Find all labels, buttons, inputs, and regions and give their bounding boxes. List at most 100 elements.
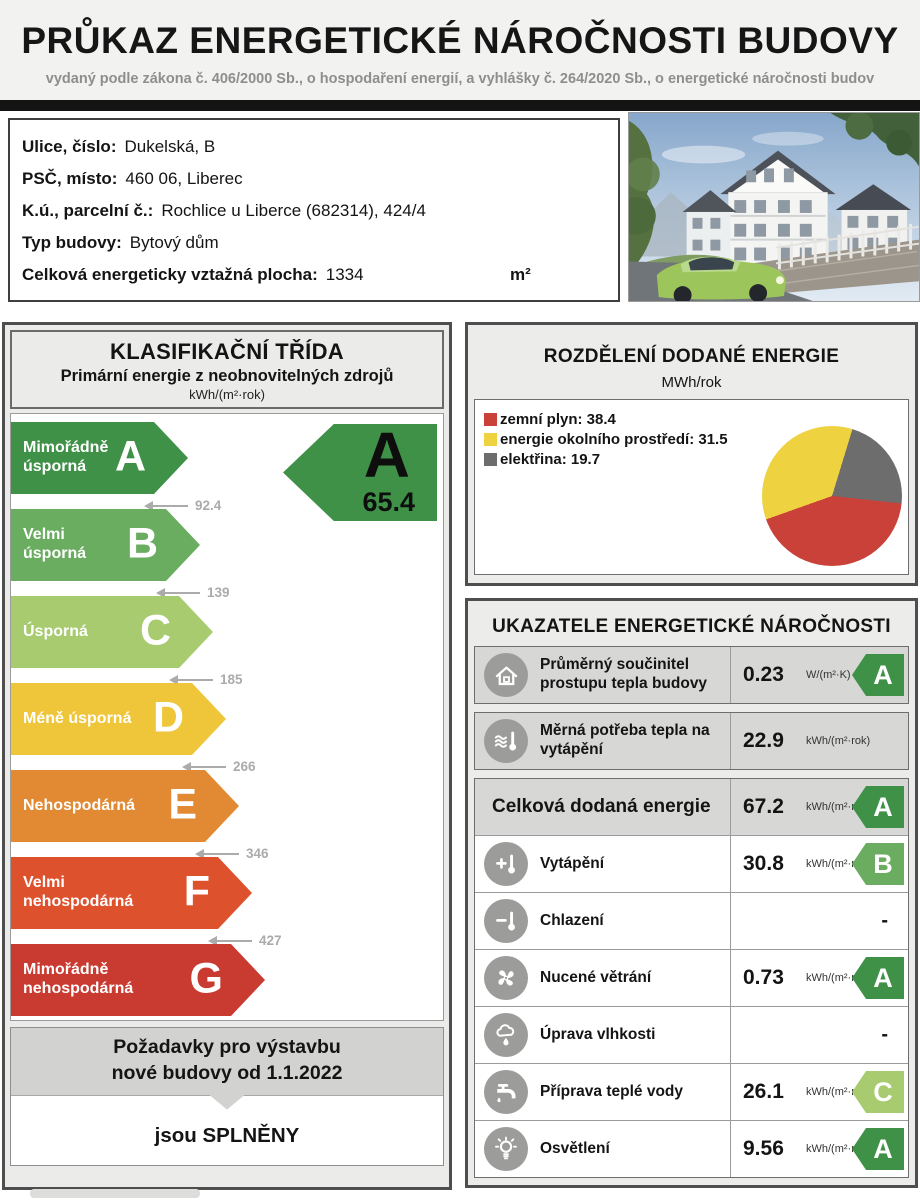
band-letter: G [189, 954, 223, 1003]
info-unit: m² [510, 265, 531, 284]
distribution-chart-box: zemní plyn: 38.4 energie okolního prostř… [474, 399, 909, 575]
band-label: Mimořádně úsporná [23, 439, 109, 475]
no-value-dash: - [881, 909, 888, 932]
classification-panel: KLASIFIKAČNÍ TŘÍDA Primární energie z ne… [2, 322, 452, 1190]
building-info-row: Ulice, číslo: Dukelská, B [22, 131, 618, 163]
thermometer-waves-icon [484, 719, 528, 763]
indicator-class-letter: A [363, 419, 410, 491]
classification-band: Úsporná C 185 [11, 596, 443, 687]
indicator-row: Příprava teplé vody 26.1 kWh/(m²·rok) C [475, 1063, 908, 1120]
page-subtitle: vydaný podle zákona č. 406/2000 Sb., o h… [45, 71, 875, 87]
band-threshold: 185 [169, 672, 243, 687]
classification-header: KLASIFIKAČNÍ TŘÍDA Primární energie z ne… [10, 330, 444, 409]
pie-legend: zemní plyn: 38.4 energie okolního prostř… [484, 411, 728, 471]
indicator-row: Průměrný součinitel prostupu tepla budov… [475, 647, 908, 703]
indicator-row: Vytápění 30.8 kWh/(m²·rok) B [475, 835, 908, 892]
info-label: Typ budovy: [22, 233, 122, 252]
band-threshold: 427 [208, 933, 282, 948]
indicators-panel: UKAZATELE ENERGETICKÉ NÁROČNOSTI Průměrn… [465, 598, 918, 1188]
band-label: Velmi nehospodárná [23, 874, 134, 910]
requirements-result: jsou SPLNĚNY [154, 1123, 300, 1147]
classification-unit: kWh/(m²·rok) [189, 387, 265, 402]
indicator-label: Průměrný součinitel prostupu tepla budov… [540, 656, 708, 692]
band-label: Mimořádně nehospodárná [23, 961, 134, 997]
class-badge: C [852, 1071, 904, 1113]
indicator-box-2: Měrná potřeba tepla na vytápění 22.9 kWh… [474, 712, 909, 770]
legend-label: zemní plyn: 38.4 [500, 411, 616, 428]
indicator-value: 0.23 [743, 663, 784, 686]
energy-distribution-panel: ROZDĚLENÍ DODANÉ ENERGIE MWh/rok zemní p… [465, 322, 918, 586]
indicator-row-left: Osvětlení [475, 1121, 731, 1177]
indicator-row-right: - [731, 1007, 908, 1063]
legend-swatch [484, 433, 497, 446]
band-threshold: 139 [156, 585, 230, 600]
indicator-label: Úprava vlhkosti [540, 1025, 656, 1043]
indicator-row: Chlazení - [475, 892, 908, 949]
threshold-value: 185 [220, 672, 243, 687]
building-info-row: Celková energeticky vztažná plocha: 1334 … [22, 259, 618, 291]
building-photo [628, 112, 920, 302]
threshold-value: 346 [246, 846, 269, 861]
band-shape: Velmi úsporná B [11, 509, 200, 581]
band-shape: Velmi nehospodárná F [11, 857, 252, 929]
header-divider-bar [0, 100, 920, 111]
indicators-title: UKAZATELE ENERGETICKÉ NÁROČNOSTI [492, 616, 891, 637]
legend-item: elektřina: 19.7 [484, 451, 728, 468]
legend-swatch [484, 453, 497, 466]
legend-item: energie okolního prostředí: 31.5 [484, 431, 728, 448]
legend-label: energie okolního prostředí: 31.5 [500, 431, 728, 448]
indicator-row-right: 9.56 kWh/(m²·rok) A [731, 1121, 908, 1177]
band-list: Mimořádně úsporná A 92.4 Velmi úsporná B 1… [11, 422, 443, 1021]
threshold-value: 139 [207, 585, 230, 600]
indicator-value: 9.56 [743, 1137, 784, 1160]
indicator-value: 22.9 [743, 729, 784, 752]
building-info-box: Ulice, číslo: Dukelská, B PSČ, místo: 460 … [8, 118, 620, 302]
class-badge: A [852, 786, 904, 828]
indicator-unit: W/(m²·K) [806, 669, 851, 681]
requirements-line1: Požadavky pro výstavbu [113, 1036, 341, 1058]
band-letter: B [126, 519, 158, 568]
band-letter: F [183, 867, 210, 916]
legend-label: elektřina: 19.7 [500, 451, 601, 468]
classification-band: Mimořádně nehospodárná G [11, 944, 443, 1021]
indicator-row-right: 67.2 kWh/(m²·rok) A [731, 779, 908, 835]
indicator-row: Nucené větrání 0.73 kWh/(m²·rok) A [475, 949, 908, 1006]
indicator-value: 67.2 [743, 795, 784, 818]
no-value-dash: - [881, 1023, 888, 1046]
indicator-row-left: Celková dodaná energie [475, 779, 731, 835]
band-threshold: 92.4 [144, 498, 222, 513]
band-threshold: 346 [195, 846, 269, 861]
indicator-row-left: Úprava vlhkosti [475, 1007, 731, 1063]
indicator-row-right: 26.1 kWh/(m²·rok) C [731, 1064, 908, 1120]
band-label: Nehospodárná [23, 796, 136, 814]
thermometer-minus-icon [484, 899, 528, 943]
indicator-value: 0.73 [743, 966, 784, 989]
threshold-arrow-icon [182, 761, 226, 772]
class-badge: B [852, 843, 904, 885]
indicator-row-left: Nucené větrání [475, 950, 731, 1006]
threshold-value: 266 [233, 759, 256, 774]
indicator-row: Celková dodaná energie 67.2 kWh/(m²·rok)… [475, 779, 908, 835]
classification-subtitle: Primární energie z neobnovitelných zdroj… [60, 367, 394, 385]
class-badge: A [852, 1128, 904, 1170]
classification-band: Mimořádně úsporná A 92.4 [11, 422, 443, 513]
band-letter: C [139, 606, 171, 655]
requirements-line2: nové budovy od 1.1.2022 [111, 1062, 343, 1085]
info-value: Bytový dům [129, 233, 219, 252]
indicator-row-left: Chlazení [475, 893, 731, 949]
threshold-arrow-icon [144, 500, 188, 511]
indicator-label: Celková dodaná energie [492, 795, 711, 817]
threshold-value: 92.4 [195, 498, 222, 513]
indicator-row-right: 0.23 W/(m²·K) A [731, 647, 908, 703]
indicator-label: Vytápění [540, 854, 605, 872]
requirements-box: Požadavky pro výstavbu nové budovy od 1.… [10, 1027, 444, 1166]
band-shape: Mimořádně úsporná A [11, 422, 188, 494]
class-badge: A [852, 654, 904, 696]
classification-scale: Mimořádně úsporná A 92.4 Velmi úsporná B 1… [10, 413, 444, 1021]
info-value: 1334 [325, 265, 364, 284]
pie-chart [762, 426, 902, 566]
building-render-illustration [629, 113, 919, 301]
indicator-row-right: 22.9 kWh/(m²·rok) [731, 713, 908, 769]
indicator-row-left: Průměrný součinitel prostupu tepla budov… [475, 647, 731, 703]
